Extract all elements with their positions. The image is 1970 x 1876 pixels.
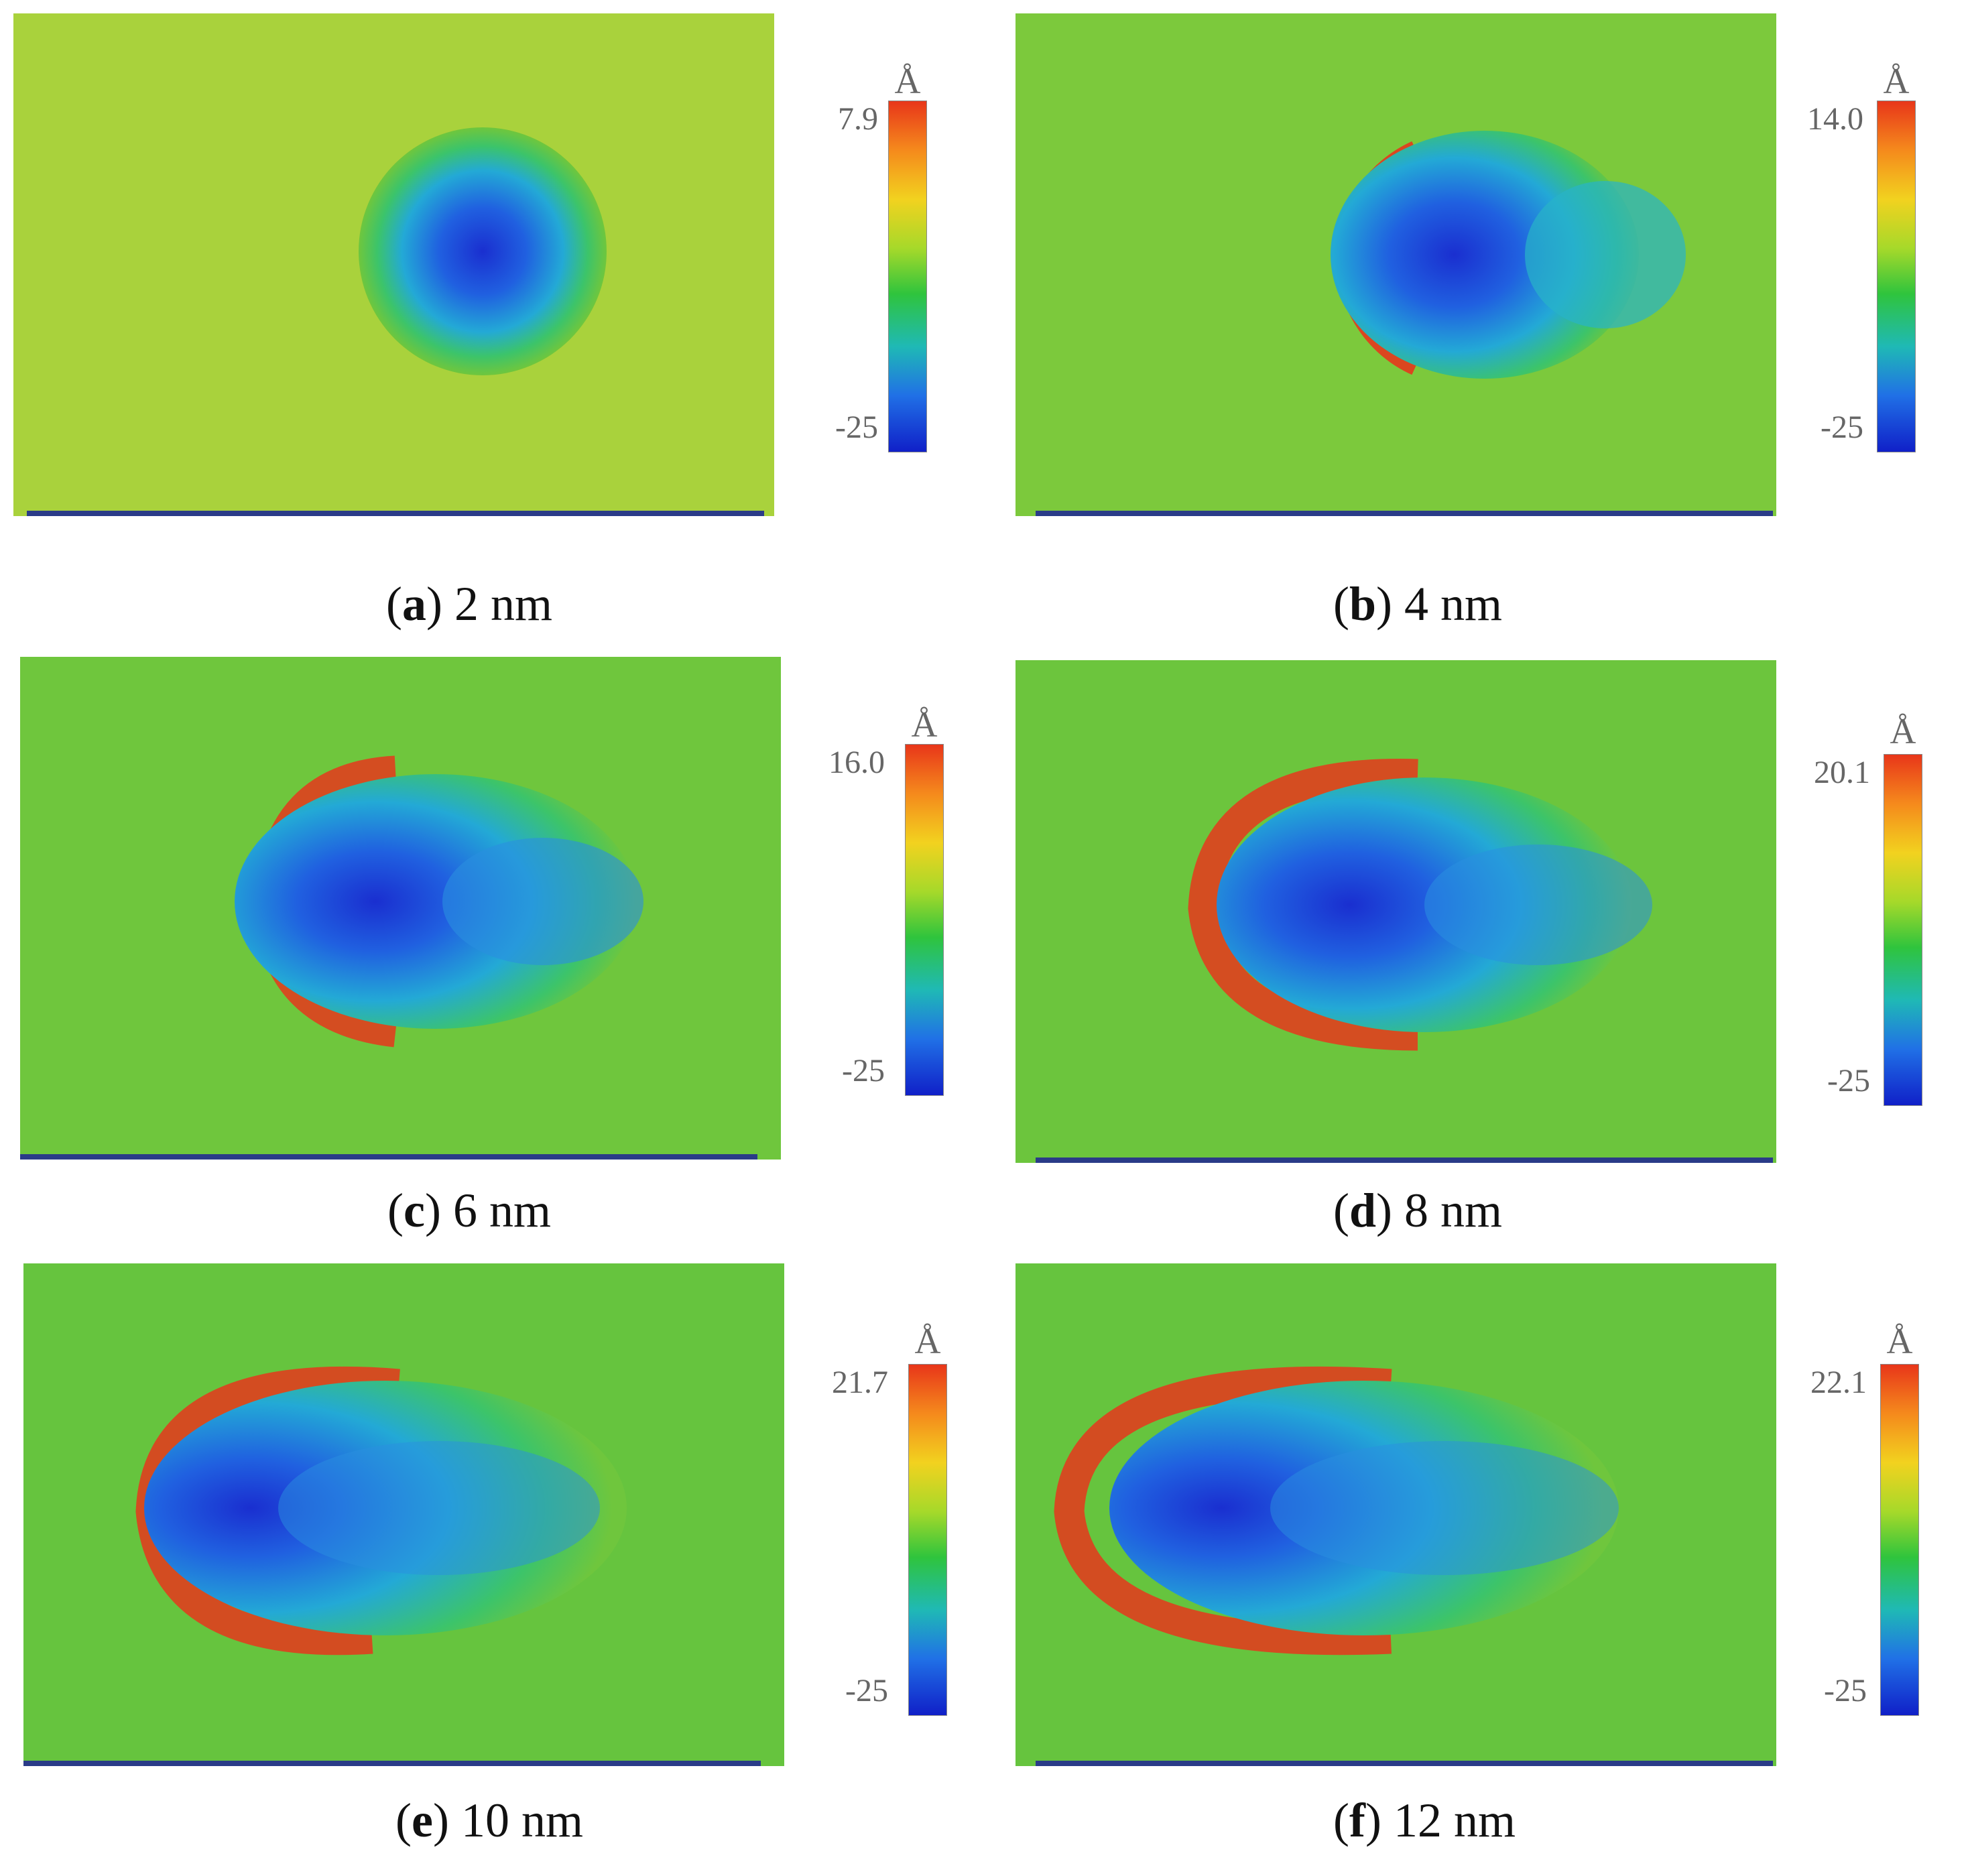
panel-d-tail — [1424, 845, 1652, 965]
panel-d-unit-label: Å — [1890, 711, 1916, 751]
panel-b-colorbar — [1877, 101, 1916, 452]
panel-e-indentation-map — [23, 1263, 784, 1766]
panel-a-colorbar — [888, 101, 927, 452]
panel-e-letter: e — [412, 1794, 433, 1847]
panel-f-pileup-arc — [1054, 1366, 1392, 1655]
panel-c-unit-label: Å — [911, 704, 938, 745]
panel-e-colorbar — [908, 1364, 947, 1716]
panel-b-min-label: -25 — [1821, 410, 1863, 445]
panel-b-bottom-row — [1036, 511, 1773, 516]
panel-b-caption-text: 4 nm — [1404, 577, 1503, 631]
panel-d-bottom-row — [1036, 1158, 1773, 1163]
panel-e-caption-text: 10 nm — [460, 1794, 583, 1847]
panel-c-tail — [442, 838, 643, 965]
panel-a-max-label: 7.9 — [838, 101, 878, 137]
panel-c-indentation-map — [20, 657, 781, 1160]
panel-c-caption: (c) 6 nm — [387, 1184, 551, 1237]
panel-b-caption: (b) 4 nm — [1333, 577, 1503, 631]
panel-a-caption: (a) 2 nm — [386, 577, 552, 631]
panel-b-letter: b — [1349, 577, 1377, 631]
panel-f-caption-text: 12 nm — [1393, 1794, 1516, 1847]
panel-c-letter: c — [404, 1184, 425, 1237]
panel-e-min-label: -25 — [845, 1673, 888, 1708]
panel-b-indent — [1331, 131, 1639, 379]
panel-d-pileup-arc — [1188, 759, 1418, 1051]
panel-f-caption: (f) 12 nm — [1333, 1794, 1516, 1847]
panel-f-bottom-row — [1036, 1761, 1773, 1766]
panel-a: Å 7.9 -25 (a) 2 nm — [0, 0, 965, 631]
panel-e-caption: (e) 10 nm — [395, 1794, 583, 1847]
panel-f-unit-label: Å — [1886, 1321, 1913, 1361]
panel-b-unit-label: Å — [1883, 61, 1910, 101]
panel-a-letter: a — [402, 577, 426, 631]
panel-a-unit-label: Å — [894, 61, 921, 101]
panel-e-field — [23, 1263, 784, 1766]
panel-c: Å 16.0 -25 (c) 6 nm — [0, 640, 965, 1237]
panel-e-tail — [278, 1441, 600, 1575]
panel-e-max-label: 21.7 — [832, 1365, 888, 1400]
panel-a-indentation-map — [13, 13, 774, 516]
panel-c-field — [20, 657, 781, 1160]
panel-f: Å 22.1 -25 (f) 12 nm — [1002, 1250, 1967, 1847]
panel-d-min-label: -25 — [1827, 1063, 1870, 1099]
panel-f-min-label: -25 — [1824, 1673, 1867, 1708]
panel-f-colorbar — [1880, 1364, 1919, 1716]
panel-b: Å 14.0 -25 (b) 4 nm — [1002, 0, 1967, 631]
panel-d: Å 20.1 -25 (d) 8 nm — [1002, 640, 1967, 1237]
panel-b-tail — [1525, 181, 1686, 328]
panel-f-indentation-map — [1015, 1263, 1776, 1766]
panel-a-bottom-row — [27, 511, 764, 516]
panel-f-letter: f — [1349, 1794, 1365, 1847]
panel-b-max-label: 14.0 — [1807, 101, 1863, 137]
panel-c-min-label: -25 — [842, 1053, 885, 1088]
panel-d-colorbar — [1884, 754, 1922, 1106]
panel-f-tail — [1270, 1441, 1619, 1575]
panel-b-field — [1015, 13, 1776, 516]
panel-d-field — [1015, 660, 1776, 1163]
panel-f-max-label: 22.1 — [1810, 1365, 1867, 1400]
panel-c-max-label: 16.0 — [828, 745, 885, 780]
panel-e: Å 21.7 -25 (e) 10 nm — [0, 1250, 965, 1847]
panel-d-caption: (d) 8 nm — [1333, 1184, 1503, 1237]
panel-c-colorbar — [905, 744, 944, 1096]
panel-a-min-label: -25 — [835, 410, 878, 445]
panel-e-unit-label: Å — [914, 1321, 941, 1361]
panel-d-indentation-map — [1015, 660, 1776, 1163]
panel-a-field — [13, 13, 774, 516]
panel-e-bottom-row — [23, 1761, 761, 1766]
panel-f-field — [1015, 1263, 1776, 1766]
panel-a-caption-text: 2 nm — [454, 577, 552, 631]
panel-c-caption-text: 6 nm — [452, 1184, 551, 1237]
panel-c-indent — [235, 774, 637, 1029]
panel-a-indent — [359, 127, 607, 375]
panel-c-bottom-row — [20, 1154, 757, 1160]
panel-d-letter: d — [1349, 1184, 1377, 1237]
panel-d-max-label: 20.1 — [1814, 755, 1870, 790]
panel-d-caption-text: 8 nm — [1404, 1184, 1503, 1237]
panel-b-indentation-map — [1015, 13, 1776, 516]
